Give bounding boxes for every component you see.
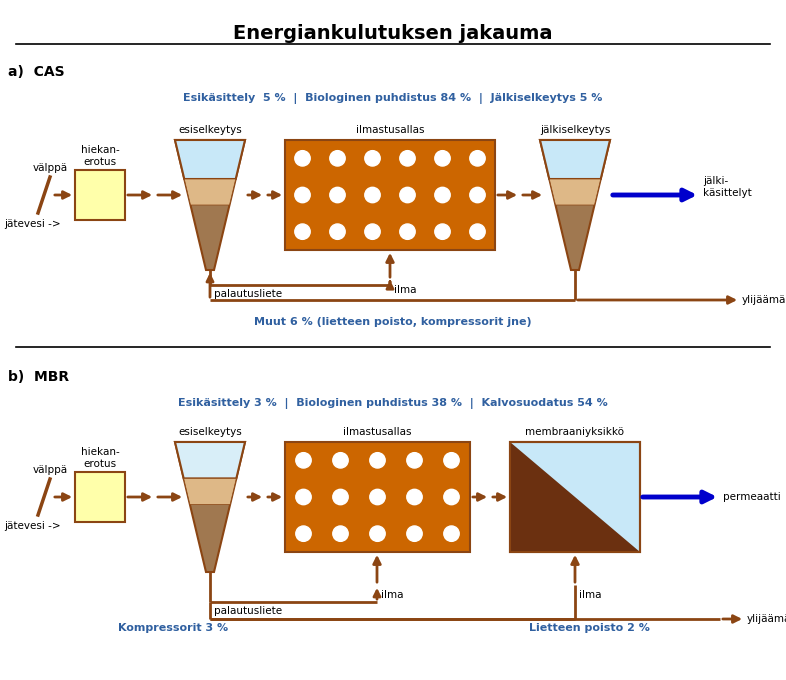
Circle shape	[407, 490, 422, 505]
Circle shape	[330, 151, 345, 166]
Polygon shape	[175, 140, 245, 179]
Polygon shape	[175, 442, 245, 572]
Text: Lietteen poisto 2 %: Lietteen poisto 2 %	[529, 623, 650, 633]
Circle shape	[365, 187, 380, 203]
Circle shape	[365, 224, 380, 239]
Text: a)  CAS: a) CAS	[8, 65, 64, 79]
Circle shape	[470, 187, 485, 203]
Circle shape	[435, 151, 450, 166]
Text: hiekan-
erotus: hiekan- erotus	[81, 447, 119, 469]
Text: ilmastusallas: ilmastusallas	[356, 125, 424, 135]
Text: ylijäämäliete: ylijäämäliete	[747, 614, 786, 624]
Bar	[285, 140, 495, 250]
Text: Kompressorit 3 %: Kompressorit 3 %	[118, 623, 228, 633]
Circle shape	[435, 224, 450, 239]
Text: Esikäsittely 3 %  |  Biologinen puhdistus 38 %  |  Kalvosuodatus 54 %: Esikäsittely 3 % | Biologinen puhdistus …	[178, 398, 608, 409]
Circle shape	[295, 224, 310, 239]
Text: palautusliete: palautusliete	[214, 606, 282, 616]
Circle shape	[295, 187, 310, 203]
Text: palautusliete: palautusliete	[214, 289, 282, 299]
Polygon shape	[184, 179, 236, 205]
Text: ilma: ilma	[381, 590, 403, 600]
Text: ylijäämäliete: ylijäämäliete	[742, 295, 786, 305]
Circle shape	[332, 490, 348, 505]
Bar	[285, 442, 470, 552]
Circle shape	[470, 224, 485, 239]
Text: hiekan-
erotus: hiekan- erotus	[81, 146, 119, 167]
Circle shape	[444, 490, 459, 505]
Bar	[75, 170, 125, 220]
Polygon shape	[184, 479, 237, 505]
Circle shape	[330, 187, 345, 203]
Text: ilma: ilma	[579, 590, 601, 600]
Bar	[510, 442, 640, 552]
Circle shape	[332, 526, 348, 541]
Text: permeaatti: permeaatti	[723, 492, 780, 502]
Text: jälki-
käsittelyt: jälki- käsittelyt	[703, 176, 751, 198]
Text: välppä: välppä	[33, 163, 68, 173]
Text: jätevesi ->: jätevesi ->	[4, 219, 61, 229]
Polygon shape	[540, 140, 610, 270]
Text: Energiankulutuksen jakauma: Energiankulutuksen jakauma	[233, 24, 553, 43]
Circle shape	[435, 187, 450, 203]
Text: jälkiselkeytys: jälkiselkeytys	[540, 125, 610, 135]
Text: Muut 6 % (lietteen poisto, kompressorit jne): Muut 6 % (lietteen poisto, kompressorit …	[254, 317, 532, 327]
Text: esiselkeytys: esiselkeytys	[178, 125, 242, 135]
Circle shape	[365, 151, 380, 166]
Circle shape	[332, 453, 348, 468]
Text: membraaniyksikkö: membraaniyksikkö	[526, 427, 625, 437]
Text: välppä: välppä	[33, 465, 68, 475]
Circle shape	[295, 151, 310, 166]
Text: ilma: ilma	[394, 285, 417, 295]
Circle shape	[400, 187, 415, 203]
Bar	[75, 472, 125, 522]
Text: esiselkeytys: esiselkeytys	[178, 427, 242, 437]
Circle shape	[407, 526, 422, 541]
Circle shape	[444, 453, 459, 468]
Circle shape	[296, 490, 311, 505]
Polygon shape	[175, 442, 245, 479]
Circle shape	[470, 151, 485, 166]
Bar	[510, 442, 640, 552]
Text: Esikäsittely  5 %  |  Biologinen puhdistus 84 %  |  Jälkiselkeytys 5 %: Esikäsittely 5 % | Biologinen puhdistus …	[183, 93, 603, 104]
Circle shape	[296, 526, 311, 541]
Circle shape	[369, 526, 385, 541]
Circle shape	[296, 453, 311, 468]
Polygon shape	[510, 442, 640, 552]
Polygon shape	[540, 140, 610, 179]
Text: jätevesi ->: jätevesi ->	[4, 521, 61, 531]
Polygon shape	[549, 179, 601, 205]
Circle shape	[330, 224, 345, 239]
Polygon shape	[175, 140, 245, 270]
Circle shape	[407, 453, 422, 468]
Text: b)  MBR: b) MBR	[8, 370, 69, 384]
Circle shape	[369, 490, 385, 505]
Circle shape	[369, 453, 385, 468]
Circle shape	[400, 224, 415, 239]
Circle shape	[400, 151, 415, 166]
Circle shape	[444, 526, 459, 541]
Text: ilmastusallas: ilmastusallas	[343, 427, 412, 437]
